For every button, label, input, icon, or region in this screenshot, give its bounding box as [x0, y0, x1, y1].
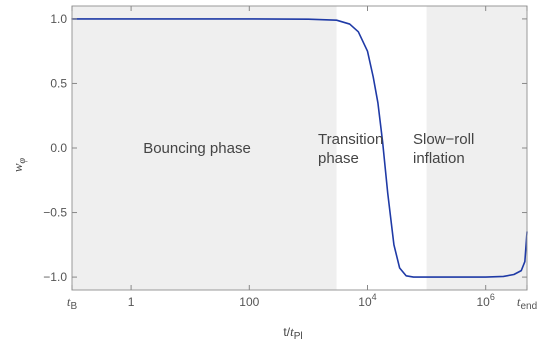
y-tick-label: 0.0 — [50, 141, 67, 155]
series-line-0 — [71, 18, 528, 278]
series-layer — [71, 18, 528, 278]
y-tick-label: −1.0 — [43, 270, 67, 284]
phase-shading — [72, 6, 527, 290]
region-bouncing — [72, 6, 337, 290]
x-tick-label: 104 — [358, 292, 376, 309]
y-axis-title: wφ — [10, 157, 28, 172]
phase-label-bouncing: Bouncing phase — [143, 140, 251, 157]
x-tick-label: tend — [517, 294, 537, 312]
x-tick-label: 106 — [477, 292, 495, 309]
x-tick-label: 1 — [128, 295, 135, 309]
y-tick-label: −0.5 — [43, 206, 67, 220]
x-axis-title: t/tPl — [283, 324, 302, 342]
region-slow-roll — [426, 6, 527, 290]
phase-label-layer: Bouncing phase Transition phase Slow−roll in… — [143, 131, 474, 167]
phase-label-slow-roll: Slow−roll inflation — [413, 131, 474, 167]
y-tick-label: 0.5 — [50, 76, 67, 90]
phase-label-transition: Transition phase — [318, 131, 383, 167]
x-tick-label: 100 — [239, 295, 259, 309]
x-tick-label: tB — [67, 294, 78, 312]
tick-layer: 1.0 0.5 0.0 −0.5 −1.0tB 1 100 104 106 tend — [43, 6, 537, 312]
y-tick-label: 1.0 — [50, 12, 67, 26]
